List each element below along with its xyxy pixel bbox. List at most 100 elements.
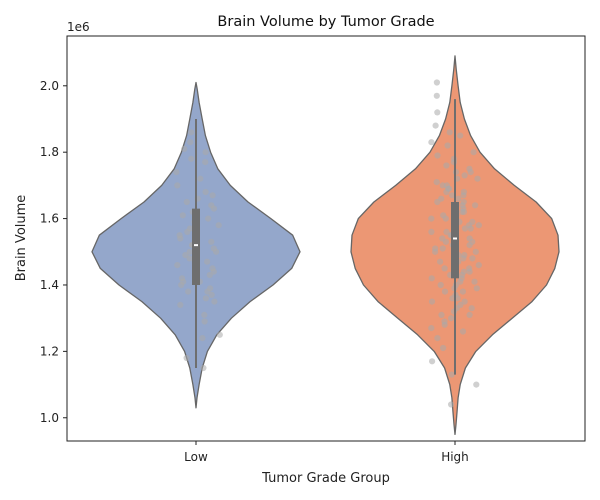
data-point	[468, 305, 475, 312]
data-point	[471, 278, 478, 285]
data-point	[209, 265, 216, 272]
data-point	[443, 228, 450, 235]
y-axis-label: Brain Volume	[14, 195, 29, 282]
data-point	[208, 238, 215, 245]
x-tick-label: High	[441, 450, 469, 464]
data-point	[176, 232, 183, 239]
data-point	[433, 92, 440, 99]
data-point	[428, 298, 436, 305]
data-point	[439, 235, 446, 242]
x-axis-label: Tumor Grade Group	[261, 471, 390, 486]
data-point	[437, 258, 444, 265]
data-point	[461, 172, 468, 179]
data-point	[202, 159, 209, 166]
data-point	[182, 252, 189, 259]
data-point	[438, 311, 445, 318]
plot-area	[91, 55, 560, 436]
median-marker-high	[453, 237, 457, 240]
data-point	[466, 265, 473, 272]
data-point	[186, 255, 193, 262]
data-point	[461, 298, 468, 305]
data-point	[460, 268, 467, 275]
y-tick-label: 1.8	[40, 145, 59, 159]
data-point	[201, 311, 208, 318]
x-tick-label: Low	[184, 450, 208, 464]
data-point	[457, 132, 464, 139]
data-point	[475, 222, 482, 229]
data-point	[200, 364, 207, 372]
data-point	[434, 335, 441, 342]
data-point	[202, 188, 209, 196]
data-point	[457, 301, 464, 308]
y-axis: 1.0 1.2 1.4 1.6 1.8 2.0	[40, 79, 67, 425]
data-point	[202, 149, 209, 156]
data-point	[174, 262, 181, 269]
data-point	[428, 215, 435, 222]
chart-title: Brain Volume by Tumor Grade	[217, 14, 434, 30]
data-point	[475, 262, 482, 269]
data-point	[440, 344, 447, 352]
data-point	[208, 291, 215, 298]
x-axis: Low High	[184, 441, 469, 464]
data-point	[433, 79, 440, 86]
data-point	[433, 179, 440, 186]
data-point	[207, 285, 214, 292]
data-point	[428, 139, 435, 146]
data-point	[188, 129, 195, 136]
data-point	[197, 175, 204, 182]
y-tick-label: 1.0	[40, 411, 59, 425]
data-point	[428, 325, 435, 332]
data-point	[473, 381, 480, 388]
data-point	[209, 192, 216, 199]
data-point	[204, 258, 211, 265]
data-point	[201, 318, 208, 325]
data-point	[446, 129, 453, 136]
y-tick-label: 1.4	[40, 278, 59, 292]
data-point	[437, 281, 444, 289]
y-tick-label: 2.0	[40, 79, 59, 93]
data-point	[215, 222, 222, 229]
data-point	[466, 165, 473, 172]
data-point	[199, 335, 206, 342]
data-point	[441, 288, 449, 295]
data-point	[448, 371, 455, 378]
iqr-box-low	[192, 208, 200, 285]
iqr-box-high	[451, 201, 459, 279]
data-point	[179, 212, 186, 219]
data-point	[428, 228, 435, 235]
data-point	[187, 139, 194, 146]
data-point	[185, 288, 192, 295]
data-point	[429, 358, 436, 365]
data-point	[183, 198, 190, 206]
data-point	[469, 255, 476, 262]
data-point	[202, 295, 209, 302]
data-point	[470, 149, 477, 156]
data-point	[211, 298, 218, 305]
data-point	[208, 202, 215, 209]
data-point	[441, 318, 448, 325]
data-point	[448, 315, 455, 322]
y-tick-label: 1.6	[40, 212, 59, 226]
data-point	[444, 142, 451, 149]
data-point	[428, 275, 435, 282]
data-point	[443, 162, 450, 169]
data-point	[188, 155, 195, 162]
data-point	[174, 182, 181, 189]
y-axis-scale-label: 1e6	[67, 20, 90, 34]
data-point	[438, 195, 445, 202]
data-point	[448, 401, 455, 408]
axes-frame	[66, 35, 586, 442]
data-point	[460, 198, 467, 206]
data-point	[461, 252, 468, 259]
data-point	[173, 169, 180, 176]
data-point	[441, 265, 448, 272]
data-point	[472, 248, 479, 255]
data-point	[443, 182, 450, 189]
data-point	[183, 354, 190, 362]
data-point	[473, 285, 480, 292]
data-point	[432, 122, 439, 129]
data-point	[177, 301, 184, 308]
y-tick-label: 1.2	[40, 344, 59, 358]
data-point	[459, 328, 467, 335]
data-point	[449, 192, 456, 199]
